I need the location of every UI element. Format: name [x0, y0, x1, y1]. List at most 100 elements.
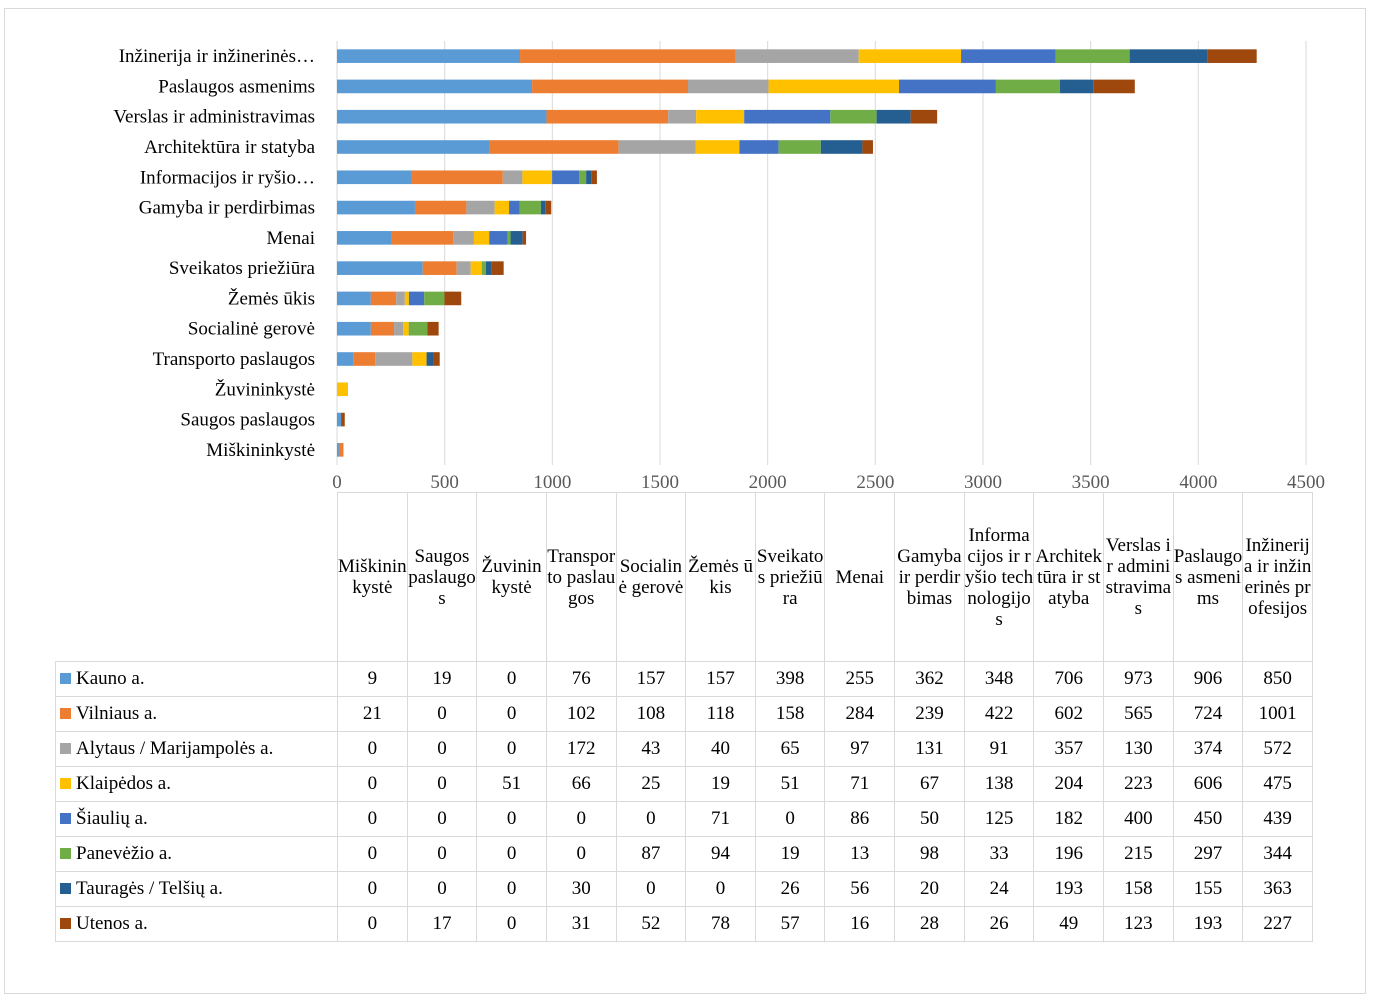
- bar-segment: [353, 352, 376, 366]
- table-cell: 49: [1033, 906, 1105, 942]
- column-header: Gamyba ir perdirbimas: [894, 492, 965, 662]
- table-cell: 0: [545, 801, 617, 837]
- table-body: Kauno a. 9 19 0 76 157 157 398 255 362 348 706 973 90…: [55, 661, 1313, 942]
- bar-segment: [338, 443, 344, 457]
- series-name: Tauragės / Telšių a.: [76, 878, 223, 899]
- category-label: Verslas ir administravimas: [113, 107, 315, 128]
- bar-segment: [586, 170, 592, 185]
- bar-segment: [433, 352, 440, 366]
- table-row: Utenos a. 0 17 0 31 52 78 57 16 28 26 49 123 193 227: [55, 906, 1313, 942]
- table-cell: 0: [476, 731, 547, 767]
- table-cell: 158: [754, 696, 826, 732]
- bar-segment: [337, 170, 412, 185]
- x-tick-label: 4500: [1287, 472, 1325, 493]
- table-cell: 602: [1033, 696, 1105, 732]
- bar-segment: [1059, 79, 1094, 94]
- bar-segment: [768, 79, 900, 94]
- table-cell: 255: [824, 661, 896, 697]
- table-cell: 239: [894, 696, 965, 732]
- table-cell: 0: [406, 871, 478, 907]
- bar-segment: [876, 109, 911, 124]
- table-cell: 56: [824, 871, 896, 907]
- table-cell: 0: [615, 801, 687, 837]
- legend-entry: Kauno a.: [55, 661, 338, 697]
- legend-entry: Tauragės / Telšių a.: [55, 871, 338, 907]
- category-label: Transporto paslaugos: [153, 349, 315, 370]
- table-cell: 606: [1172, 766, 1244, 802]
- x-tick-label: 2000: [749, 472, 787, 493]
- bars: [337, 49, 1257, 457]
- table-cell: 0: [406, 836, 478, 872]
- table-cell: 1001: [1242, 696, 1313, 732]
- bar-segment: [337, 200, 415, 215]
- legend-swatch: [60, 673, 71, 684]
- table-header-row: Miškininkystė Saugos paslaugos Žuvininkyst…: [56, 492, 1313, 662]
- bar-segment: [899, 79, 996, 94]
- bar-segment: [519, 200, 541, 215]
- table-cell: 71: [685, 801, 756, 837]
- table-cell: 196: [1033, 836, 1105, 872]
- bar-segment: [522, 231, 527, 245]
- bar-segment: [579, 170, 587, 185]
- table-row: Kauno a. 9 19 0 76 157 157 398 255 362 348 706 973 90…: [55, 661, 1313, 697]
- bar-segment: [961, 49, 1056, 63]
- table-row: Panevėžio a. 0 0 0 0 87 94 19 13 98 33 196 215 297 344: [55, 836, 1313, 872]
- table-cell: 157: [615, 661, 687, 697]
- bar-segment: [1207, 49, 1257, 63]
- bar-segment: [408, 321, 428, 336]
- table-row: Vilniaus a. 21 0 0 102 108 118 158 284 239 422 602 5…: [55, 696, 1313, 732]
- table-cell: 0: [476, 906, 547, 942]
- legend-swatch: [60, 743, 71, 754]
- bar-segment: [695, 140, 740, 154]
- column-header: Verslas ir administravimas: [1103, 492, 1174, 662]
- bar-segment: [411, 170, 503, 185]
- series-name: Kauno a.: [76, 668, 145, 689]
- table-cell: 71: [824, 766, 896, 802]
- table-cell: 19: [754, 836, 826, 872]
- table-cell: 9: [337, 661, 408, 697]
- bar-segment: [532, 79, 688, 94]
- table-cell: 182: [1033, 801, 1105, 837]
- table-cell: 0: [754, 801, 826, 837]
- table-cell: 0: [406, 696, 478, 732]
- table-cell: 706: [1033, 661, 1105, 697]
- bar-segment: [687, 79, 769, 94]
- table-cell: 138: [963, 766, 1035, 802]
- table-cell: 31: [545, 906, 617, 942]
- bar-segment: [337, 231, 392, 245]
- table-cell: 125: [963, 801, 1035, 837]
- bar-segment: [696, 109, 745, 124]
- table-cell: 26: [754, 871, 826, 907]
- bar-segment: [337, 109, 547, 124]
- table-cell: 98: [894, 836, 965, 872]
- column-header: Socialinė gerovė: [615, 492, 687, 662]
- table-cell: 0: [476, 836, 547, 872]
- table-cell: 52: [615, 906, 687, 942]
- table-cell: 51: [476, 766, 547, 802]
- table-cell: 108: [615, 696, 687, 732]
- table-cell: 0: [337, 871, 408, 907]
- bar-segment: [546, 109, 669, 124]
- bar-segment: [414, 200, 467, 215]
- bar-segment: [744, 109, 831, 124]
- legend-entry: Klaipėdos a.: [55, 766, 338, 802]
- table-cell: 25: [615, 766, 687, 802]
- bar-segment: [502, 170, 523, 185]
- table-cell: 33: [963, 836, 1035, 872]
- bar-segment: [337, 321, 371, 336]
- table-cell: 17: [406, 906, 478, 942]
- table-cell: 0: [337, 731, 408, 767]
- legend-swatch: [60, 883, 71, 894]
- bar-segment: [473, 231, 490, 245]
- bar-segment: [470, 261, 482, 275]
- table-cell: 906: [1172, 661, 1244, 697]
- table-cell: 91: [963, 731, 1035, 767]
- bar-segment: [337, 291, 371, 306]
- category-label: Architektūra ir statyba: [144, 137, 316, 158]
- x-axis-ticks: 0 500 1000 1500 2000 2500 3000 3500 4000 4500: [332, 472, 1325, 493]
- table-cell: 0: [406, 801, 478, 837]
- table-cell: 0: [337, 766, 408, 802]
- table-cell: 973: [1103, 661, 1174, 697]
- bar-segment: [403, 321, 409, 336]
- table-cell: 94: [685, 836, 756, 872]
